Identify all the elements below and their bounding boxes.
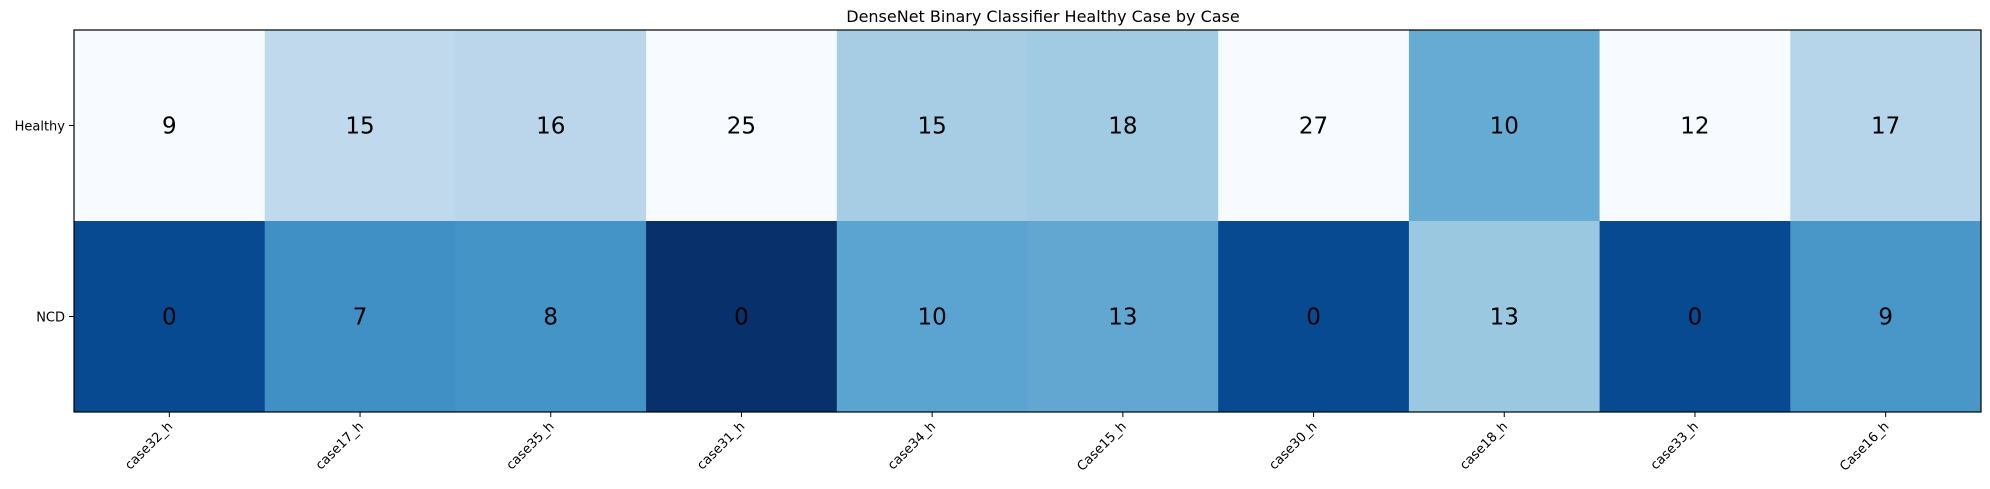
cell-value-label: 16	[536, 114, 565, 140]
heatmap-cell	[1599, 30, 1791, 222]
cell-value-label: 10	[918, 305, 947, 331]
cell-value-label: 17	[1871, 114, 1900, 140]
cell-value-label: 9	[1878, 305, 1893, 331]
cell-value-label: 13	[1490, 305, 1519, 331]
heatmap-cell	[1408, 221, 1601, 413]
x-axis: case32_h case17_h case35_h case31_h case34_h…	[122, 412, 1892, 474]
cell-value-label: 13	[1108, 305, 1137, 331]
plot-frame	[73, 29, 1982, 413]
heatmap-cell	[1027, 30, 1219, 222]
cell-value-label: 12	[1680, 114, 1709, 140]
x-tick-label: case32_h	[122, 419, 176, 473]
cell-value-label: 8	[543, 305, 558, 331]
x-tick-label: case30_h	[1267, 419, 1321, 473]
heatmap-cells: 9 0 15 7 16 8 25 0 15 10 18 13 27 0 10 13 12 0 17 9	[74, 30, 1982, 413]
x-tick-label: case17_h	[313, 419, 367, 473]
x-tick-label: case34_h	[885, 419, 939, 473]
heatmap-cell	[836, 221, 1028, 413]
heatmap-cell	[646, 30, 838, 222]
cell-value-label: 0	[1688, 305, 1703, 331]
heatmap-cell	[1218, 30, 1410, 222]
cell-value-label: 15	[918, 114, 947, 140]
cell-value-label: 0	[1306, 305, 1321, 331]
cell-value-label: 10	[1490, 114, 1519, 140]
x-tick-label: Case15_h	[1074, 419, 1129, 474]
heatmap-cell	[264, 30, 456, 222]
heatmap-cell	[264, 221, 456, 413]
cell-value-label: 0	[734, 305, 749, 331]
heatmap-cell	[1790, 30, 1982, 222]
cell-value-label: 0	[162, 305, 177, 331]
heatmap-cell	[74, 221, 266, 413]
cell-value-label: 18	[1108, 114, 1137, 140]
cell-value-label: 27	[1299, 114, 1328, 140]
heatmap-cell	[1027, 221, 1219, 413]
heatmap-cell	[455, 221, 647, 413]
cell-value-label: 9	[162, 114, 177, 140]
heatmap-cell	[1218, 221, 1410, 413]
x-tick-label: Case16_h	[1837, 419, 1892, 474]
chart-title: DenseNet Binary Classifier Healthy Case …	[846, 7, 1239, 26]
x-tick-label: case31_h	[694, 419, 748, 473]
heatmap-cell	[1599, 221, 1791, 413]
cell-value-label: 25	[727, 114, 756, 140]
heatmap-cell	[646, 221, 838, 413]
y-tick-label: Healthy	[15, 120, 66, 135]
y-tick-label: NCD	[36, 311, 65, 326]
heatmap-cell	[836, 30, 1028, 222]
x-tick-label: case18_h	[1457, 419, 1511, 473]
heatmap-cell	[1408, 30, 1601, 222]
cell-value-label: 7	[353, 305, 368, 331]
heatmap-cell	[455, 30, 647, 222]
y-axis: Healthy NCD	[15, 120, 74, 326]
heatmap-cell	[1790, 221, 1982, 413]
x-tick-label: case33_h	[1648, 419, 1702, 473]
cell-value-label: 15	[345, 114, 374, 140]
heatmap-cell	[74, 30, 266, 222]
x-tick-label: case35_h	[504, 419, 558, 473]
